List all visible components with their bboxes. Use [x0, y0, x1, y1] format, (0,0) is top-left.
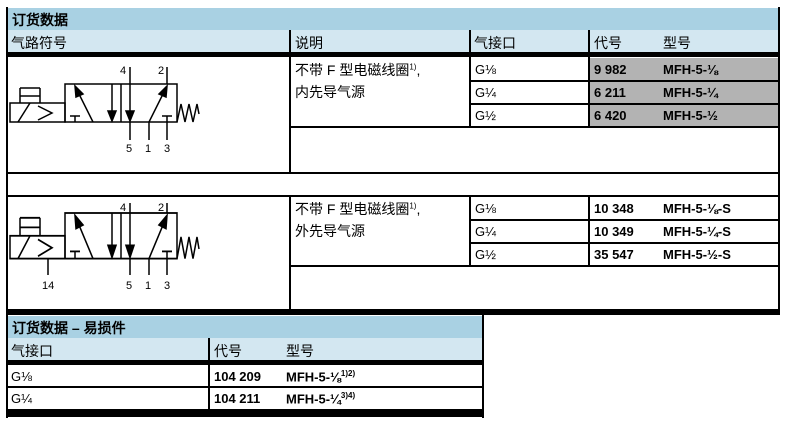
- port-cell: G½: [475, 108, 496, 123]
- header-description: 说明: [295, 35, 323, 51]
- header-code: 代号: [594, 35, 622, 51]
- type-cell: MFH-5-¼: [663, 85, 718, 100]
- description-line1: 不带 F 型电磁线圈1),: [295, 62, 421, 78]
- spare-title: 订货数据 – 易损件: [8, 316, 482, 338]
- port-label-1: 1: [145, 143, 152, 155]
- port-cell: G⅛: [11, 369, 32, 384]
- type-cell: MFH-5-⅛1)2): [286, 369, 356, 385]
- description-line1: 不带 F 型电磁线圈1),: [295, 201, 421, 217]
- spare-header: [8, 338, 482, 360]
- code-cell: 6 420: [594, 108, 627, 123]
- header-symbol: 气路符号: [11, 35, 67, 51]
- header-port: 气接口: [11, 343, 53, 359]
- header-type: 型号: [663, 35, 691, 51]
- port-cell: G¼: [475, 85, 496, 100]
- type-cell: MFH-5-½-S: [663, 247, 731, 262]
- header-code: 代号: [214, 343, 242, 359]
- code-cell: 10 349: [594, 224, 634, 239]
- table-title: 订货数据: [8, 8, 779, 30]
- port-label-5: 5: [126, 280, 133, 292]
- header-port: 气接口: [474, 35, 516, 51]
- port-label-14: 14: [42, 280, 55, 292]
- table-header: [8, 30, 779, 52]
- description-line2: 外先导气源: [295, 223, 365, 239]
- type-cell: MFH-5-¼-S: [663, 224, 731, 239]
- port-label-3: 3: [164, 280, 171, 292]
- type-cell: MFH-5-¼3)4): [286, 391, 356, 407]
- type-cell: MFH-5-⅛: [663, 62, 718, 77]
- valve-symbol-internal-pilot: [9, 67, 200, 140]
- port-cell: G¼: [11, 391, 32, 406]
- port-label-4: 4: [120, 65, 127, 77]
- port-cell: G⅛: [475, 201, 496, 216]
- code-cell: 10 348: [594, 201, 634, 216]
- port-label-1: 1: [145, 280, 152, 292]
- type-cell: MFH-5-⅛-S: [663, 201, 731, 216]
- port-cell: G½: [475, 247, 496, 262]
- highlight-cells: [590, 58, 779, 126]
- type-cell: MFH-5-½: [663, 108, 718, 123]
- port-label-2: 2: [158, 202, 165, 214]
- header-type: 型号: [286, 343, 314, 359]
- port-label-5: 5: [126, 143, 133, 155]
- port-label-4: 4: [120, 202, 127, 214]
- port-label-3: 3: [164, 143, 171, 155]
- code-cell: 104 211: [214, 391, 261, 406]
- valve-symbol-external-pilot: [9, 203, 200, 275]
- port-cell: G⅛: [475, 62, 496, 77]
- description-line2: 内先导气源: [295, 84, 365, 100]
- code-cell: 104 209: [214, 369, 261, 384]
- port-label-2: 2: [158, 65, 165, 77]
- code-cell: 6 211: [594, 85, 626, 100]
- code-cell: 9 982: [594, 62, 627, 77]
- port-cell: G¼: [475, 224, 496, 239]
- code-cell: 35 547: [594, 247, 634, 262]
